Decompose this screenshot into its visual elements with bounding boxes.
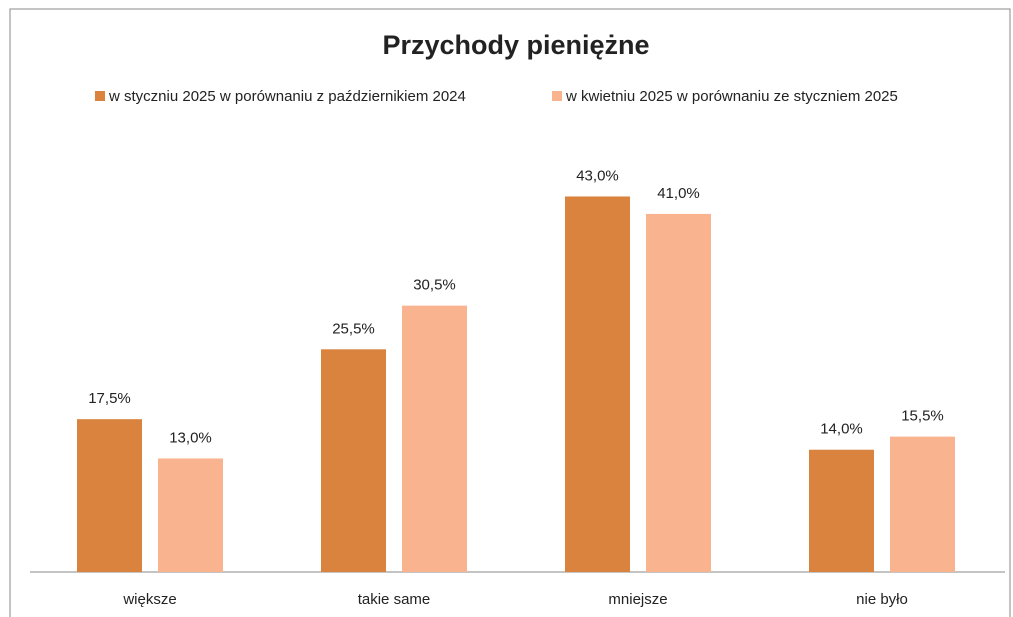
bar [565, 196, 630, 572]
data-label: 43,0% [576, 167, 619, 184]
bar [321, 349, 386, 572]
data-label: 15,5% [901, 408, 944, 425]
data-label: 13,0% [169, 429, 212, 446]
legend-swatch [552, 91, 562, 101]
data-label: 25,5% [332, 320, 375, 337]
legend-label: w kwietniu 2025 w porównaniu ze stycznie… [565, 88, 898, 105]
x-tick-label: takie same [358, 591, 431, 608]
bar [158, 458, 223, 572]
legend-swatch [95, 91, 105, 101]
data-label: 41,0% [657, 185, 700, 202]
data-label: 14,0% [820, 421, 863, 438]
data-label: 30,5% [413, 277, 456, 294]
bar [809, 449, 874, 572]
legend-label: w styczniu 2025 w porównaniu z październ… [108, 88, 466, 105]
bar [77, 419, 142, 572]
bar [646, 213, 711, 572]
bar [402, 305, 467, 572]
bar [890, 436, 955, 572]
x-tick-label: mniejsze [608, 591, 667, 608]
x-tick-label: nie było [856, 591, 908, 608]
x-tick-label: większe [122, 591, 176, 608]
chart-title: Przychody pieniężne [382, 30, 649, 60]
data-label: 17,5% [88, 390, 131, 407]
